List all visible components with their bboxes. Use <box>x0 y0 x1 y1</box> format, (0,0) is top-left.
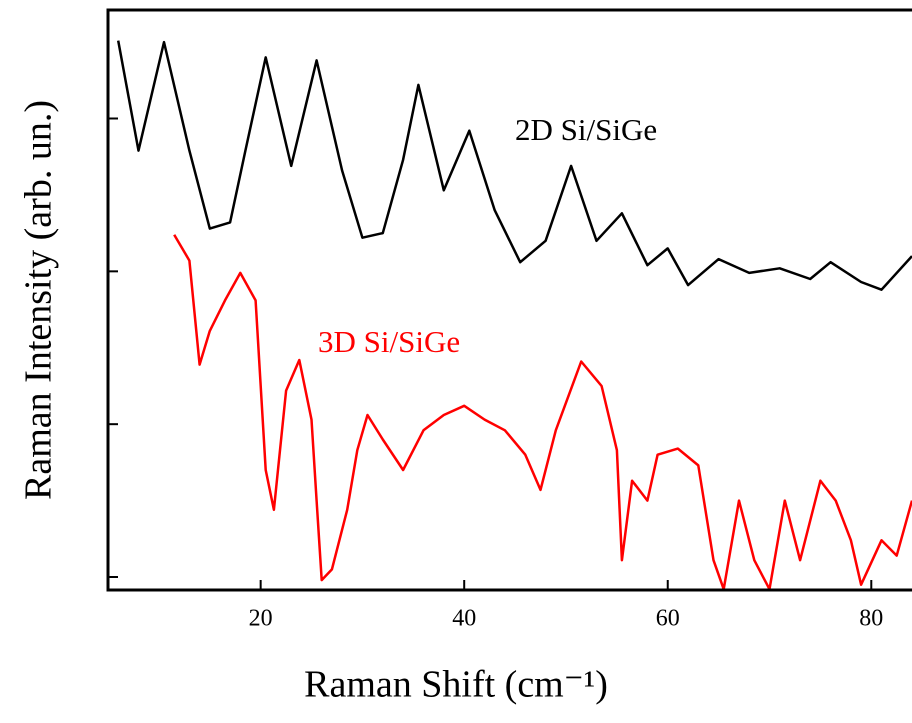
plot-area <box>116 40 912 590</box>
x-tick-label: 80 <box>859 606 883 632</box>
x-tick-label: 20 <box>249 606 273 632</box>
x-axis-label: Raman Shift (cm⁻¹) <box>304 664 608 706</box>
x-tick-label: 60 <box>656 606 680 632</box>
series-label: 3D Si/SiGe <box>318 324 460 359</box>
series-line <box>173 234 912 590</box>
series-line <box>116 40 912 291</box>
x-tick-label: 40 <box>452 606 476 632</box>
plot-frame <box>106 8 912 592</box>
y-axis-label: Raman Intensity (arb. un.) <box>18 100 60 500</box>
series-label: 2D Si/SiGe <box>515 112 657 147</box>
